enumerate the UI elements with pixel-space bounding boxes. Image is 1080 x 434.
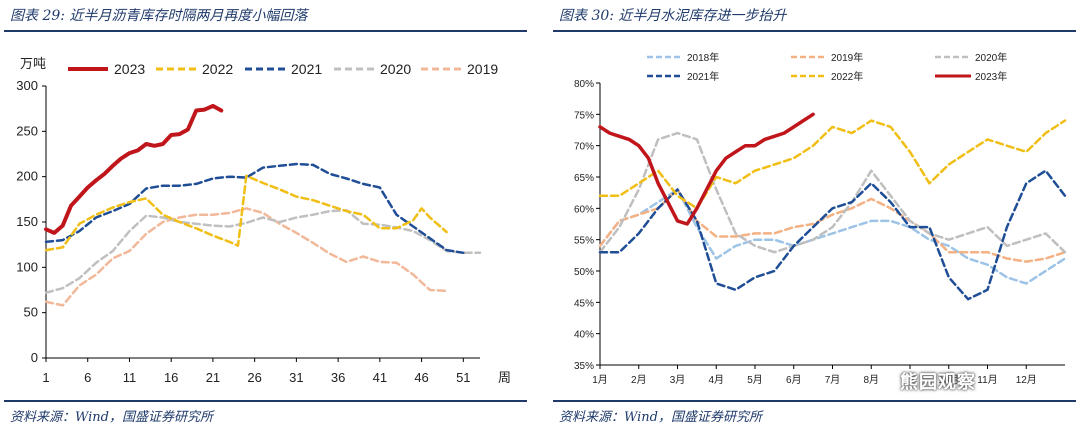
left-series-line-2019 [44, 207, 448, 307]
right-legend-label-2022年: 2022年 [831, 70, 863, 83]
right-y-tick-label: 55% [574, 236, 594, 247]
right-x-tick-label: 2月 [631, 374, 647, 386]
left-source-note: 资料来源：Wind，国盛证券研究所 [10, 410, 213, 425]
left-y-tick-label: 50 [24, 305, 38, 320]
left-x-tick-label: 31 [289, 370, 303, 385]
right-x-tick-label: 6月 [786, 374, 802, 386]
left-y-tick-label: 250 [16, 123, 38, 138]
left-y-tick-label: 0 [31, 350, 38, 365]
right-x-tick-label: 1月 [592, 374, 608, 386]
left-legend-label-2022: 2022 [202, 61, 233, 77]
left-legend-label-2019: 2019 [467, 61, 498, 77]
left-x-tick-label: 51 [456, 370, 470, 385]
right-y-tick-label: 65% [574, 173, 594, 184]
right-y-tick-label: 45% [574, 298, 594, 309]
left-legend-label-2020: 2020 [380, 61, 411, 77]
right-x-tick-label: 5月 [747, 374, 763, 386]
right-series-line-2021年 [598, 169, 1067, 301]
left-top-rule [4, 30, 527, 32]
left-x-tick-label: 11 [123, 370, 137, 385]
left-chart-panel: 图表 29: 近半月沥青库存时隔两月再度小幅回落 0 50 100 150 200 250… [0, 0, 531, 434]
right-series-line-2023年 [598, 112, 815, 226]
right-y-tick-label: 75% [574, 110, 594, 121]
right-x-tick-label: 9月 [902, 374, 918, 386]
right-x-tick-label: 4月 [708, 374, 724, 386]
left-x-tick-label: 46 [414, 370, 428, 385]
right-y-tick-label: 35% [574, 361, 594, 372]
right-bottom-rule [553, 400, 1076, 402]
right-chart-svg: 35% 40% 45% 50% 55% 60% 65% 70% 75% 80% 1月 2月 3月 4月 5月… [574, 51, 1067, 386]
right-y-tick-label: 70% [574, 142, 594, 153]
left-y-axis-unit: 万吨 [20, 56, 46, 71]
left-legend-label-2023: 2023 [114, 61, 145, 77]
watermark: 熊园观察 [900, 372, 976, 393]
left-x-tick-label: 21 [206, 370, 220, 385]
left-legend-label-2021: 2021 [291, 61, 322, 77]
right-legend-label-2018年: 2018年 [687, 51, 719, 64]
left-series-line-2020 [44, 208, 482, 294]
right-legend-label-2021年: 2021年 [687, 70, 719, 83]
right-chart-title: 图表 30: 近半月水泥库存进一步抬升 [559, 8, 787, 24]
right-x-tick-label: 3月 [670, 374, 686, 386]
right-x-tick-label: 8月 [863, 374, 879, 386]
right-y-tick-label: 40% [574, 330, 594, 341]
right-chart-panel: 图表 30: 近半月水泥库存进一步抬升 35% 40% 45% 50% 55% 60% 65… [549, 0, 1080, 434]
left-y-tick-label: 100 [16, 259, 38, 274]
left-bottom-rule [4, 400, 527, 402]
right-legend-label-2023年: 2023年 [975, 70, 1007, 83]
right-y-tick-label: 80% [574, 79, 594, 90]
left-series-line-2023 [44, 103, 224, 235]
left-x-tick-label: 26 [247, 370, 261, 385]
left-series-line-2021 [44, 162, 465, 255]
right-top-rule [553, 30, 1076, 32]
right-series-line-2022年 [598, 119, 1067, 210]
right-x-tick-label: 12月 [1016, 374, 1037, 386]
left-x-tick-label: 6 [84, 370, 91, 385]
right-legend-label-2019年: 2019年 [831, 51, 863, 64]
left-x-axis-unit: 周 [498, 370, 511, 385]
left-y-tick-label: 150 [16, 214, 38, 229]
left-x-tick-label: 16 [164, 370, 178, 385]
right-legend-label-2020年: 2020年 [975, 51, 1007, 64]
left-series-line-2022 [44, 174, 448, 252]
left-y-tick-label: 200 [16, 169, 38, 184]
left-x-tick-label: 1 [42, 370, 49, 385]
right-y-tick-label: 60% [574, 204, 594, 215]
right-source-note: 资料来源：Wind，国盛证券研究所 [559, 410, 762, 425]
right-series-line-2020年 [598, 131, 1067, 254]
right-y-tick-label: 50% [574, 267, 594, 278]
right-x-tick-label: 10月 [938, 374, 959, 386]
right-x-tick-label: 7月 [825, 374, 841, 386]
right-x-tick-label: 11月 [977, 374, 997, 386]
left-x-tick-label: 36 [331, 370, 345, 385]
left-y-tick-label: 300 [16, 78, 38, 93]
left-chart-title: 图表 29: 近半月沥青库存时隔两月再度小幅回落 [10, 8, 308, 24]
left-x-tick-label: 41 [373, 370, 387, 385]
